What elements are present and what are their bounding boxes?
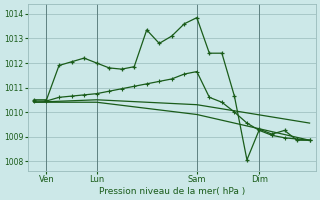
X-axis label: Pression niveau de la mer( hPa ): Pression niveau de la mer( hPa ) <box>99 187 245 196</box>
